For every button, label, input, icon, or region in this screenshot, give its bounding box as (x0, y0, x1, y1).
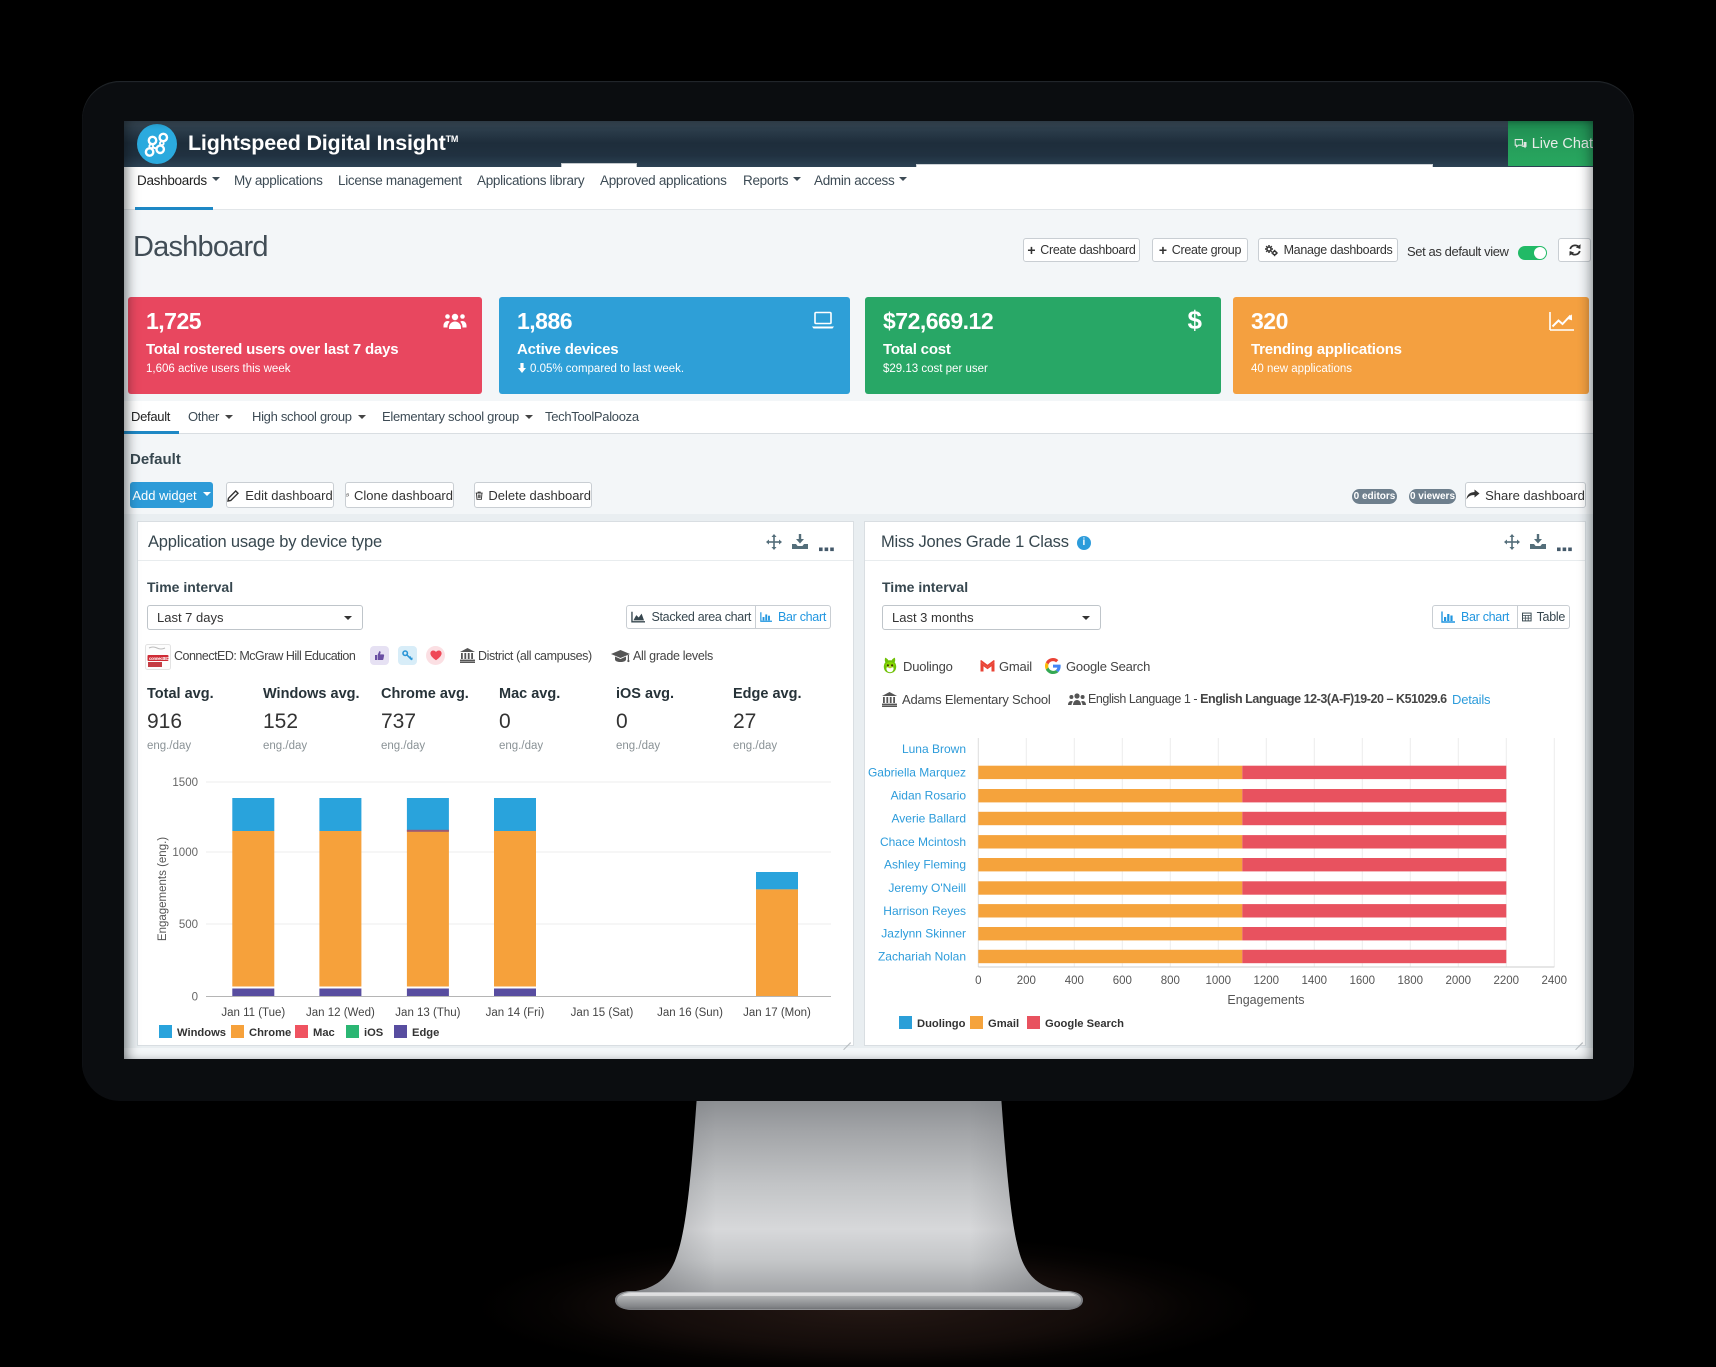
svg-text:2000: 2000 (1446, 975, 1472, 987)
svg-text:1200: 1200 (1254, 975, 1280, 987)
svg-text:Jan 11 (Tue): Jan 11 (Tue) (221, 1007, 285, 1019)
svg-text:Jeremy O'Neill: Jeremy O'Neill (888, 881, 966, 895)
svg-text:Gabriella Marquez: Gabriella Marquez (868, 765, 966, 779)
svg-text:200: 200 (1017, 975, 1036, 987)
svg-text:0: 0 (975, 975, 981, 987)
svg-text:Jan 12 (Wed): Jan 12 (Wed) (306, 1007, 375, 1019)
svg-text:2400: 2400 (1542, 975, 1568, 987)
svg-text:Engagements: Engagements (1227, 993, 1304, 1007)
svg-text:0: 0 (192, 992, 198, 1004)
svg-text:Averie Ballard: Averie Ballard (892, 812, 966, 826)
svg-text:1000: 1000 (1206, 975, 1232, 987)
svg-text:Jan 14 (Fri): Jan 14 (Fri) (486, 1007, 545, 1019)
svg-text:Harrison Reyes: Harrison Reyes (883, 904, 966, 918)
svg-text:Jan 16 (Sun): Jan 16 (Sun) (657, 1007, 723, 1019)
svg-text:Mac: Mac (313, 1027, 335, 1039)
svg-text:1500: 1500 (172, 777, 198, 789)
svg-text:1000: 1000 (172, 847, 198, 859)
svg-text:Jazlynn Skinner: Jazlynn Skinner (881, 927, 966, 941)
svg-text:1400: 1400 (1302, 975, 1328, 987)
svg-text:Edge: Edge (412, 1027, 439, 1039)
svg-text:Jan 15 (Sat): Jan 15 (Sat) (571, 1007, 634, 1019)
svg-text:Ashley Fleming: Ashley Fleming (884, 858, 966, 872)
svg-text:Chace Mcintosh: Chace Mcintosh (880, 835, 966, 849)
svg-text:1600: 1600 (1350, 975, 1376, 987)
svg-text:800: 800 (1161, 975, 1180, 987)
svg-text:400: 400 (1065, 975, 1084, 987)
svg-text:2200: 2200 (1494, 975, 1520, 987)
svg-text:Chrome: Chrome (249, 1027, 291, 1039)
svg-text:Windows: Windows (177, 1027, 226, 1039)
svg-text:Jan 13 (Thu): Jan 13 (Thu) (395, 1007, 460, 1019)
svg-text:600: 600 (1113, 975, 1132, 987)
svg-text:Zachariah Nolan: Zachariah Nolan (878, 950, 966, 964)
svg-text:Google Search: Google Search (1045, 1018, 1124, 1030)
svg-text:iOS: iOS (364, 1027, 384, 1039)
svg-text:Duolingo: Duolingo (917, 1018, 966, 1030)
svg-text:500: 500 (179, 919, 198, 931)
svg-text:Jan 17 (Mon): Jan 17 (Mon) (743, 1007, 811, 1019)
svg-text:Engagements (eng.): Engagements (eng.) (157, 837, 169, 941)
svg-text:Gmail: Gmail (988, 1018, 1019, 1030)
svg-text:1800: 1800 (1398, 975, 1424, 987)
svg-text:Aidan Rosario: Aidan Rosario (891, 789, 967, 803)
svg-text:connectED: connectED (149, 656, 169, 661)
svg-text:Luna Brown: Luna Brown (902, 742, 966, 756)
